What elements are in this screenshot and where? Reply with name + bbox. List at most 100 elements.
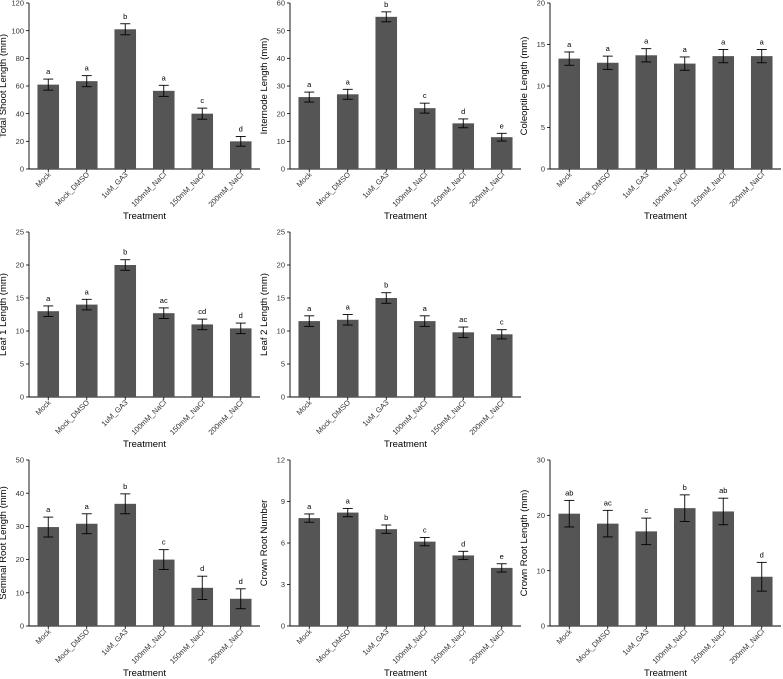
x-tick-label: 200mM_NaCl: [206, 170, 245, 209]
y-tick-label: 3: [281, 580, 285, 589]
y-tick-label: 50: [16, 456, 24, 465]
x-tick-label: Mock: [555, 170, 574, 189]
significance-letter: a: [721, 37, 726, 46]
x-tick-label: 100mM_NaCl: [129, 170, 168, 209]
significance-letter: c: [200, 96, 204, 105]
x-tick-label: 1uM_GA3: [360, 627, 390, 657]
significance-letter: d: [461, 107, 465, 116]
y-tick-label: 50: [277, 26, 285, 35]
significance-letter: a: [307, 502, 312, 511]
y-tick-label: 10: [16, 588, 24, 597]
bar: [152, 90, 175, 169]
bar: [452, 123, 475, 169]
significance-letter: d: [461, 539, 465, 548]
significance-letter: a: [346, 496, 351, 505]
y-tick-label: 40: [277, 54, 285, 63]
y-tick-label: 15: [16, 294, 24, 303]
y-tick-label: 0: [281, 622, 285, 631]
chart-panel-6: 0 10 20 30 40 50 a Mock a Mock_DMSO b 1uM_GA3 c 100mM…: [0, 456, 260, 679]
bar: [37, 527, 60, 626]
y-axis-title: Internode Length (mm): [259, 38, 270, 135]
bar: [490, 334, 513, 397]
x-tick-label: 100mM_NaCl: [650, 170, 689, 209]
x-tick-label: 1uM_GA3: [360, 398, 390, 428]
x-tick-label: 1uM_GA3: [360, 170, 390, 200]
y-tick-label: 60: [16, 82, 24, 91]
significance-letter: a: [567, 40, 572, 49]
x-tick-label: 200mM_NaCl: [727, 170, 766, 209]
significance-letter: b: [683, 483, 687, 492]
x-tick-label: 100mM_NaCl: [129, 398, 168, 437]
chart-panel-5: 0 5 10 15 20 25 a Mock a Mock_DMSO b 1uM_GA3 a 100mM_…: [259, 228, 521, 450]
x-tick-label: Mock_DMSO: [314, 398, 352, 436]
significance-letter: e: [500, 121, 504, 130]
significance-letter: b: [123, 482, 127, 491]
y-axis-title: Crown Root Number: [259, 500, 270, 587]
x-tick-label: Mock: [34, 170, 53, 189]
bar: [452, 555, 475, 626]
bar: [558, 58, 581, 169]
x-tick-label: Mock_DMSO: [314, 170, 352, 208]
x-axis-title: Treatment: [123, 439, 166, 450]
y-tick-label: 0: [541, 622, 545, 631]
x-tick-label: 150mM_NaCl: [689, 627, 728, 666]
bar: [229, 141, 252, 169]
significance-letter: a: [307, 80, 312, 89]
significance-letter: ac: [604, 498, 612, 507]
y-axis-title: Crown Root Length (mm): [519, 490, 530, 597]
x-tick-label: 100mM_NaCl: [390, 170, 429, 209]
bar: [37, 84, 60, 169]
x-tick-label: Mock: [34, 627, 53, 646]
bar: [75, 523, 98, 626]
significance-letter: ac: [459, 315, 467, 324]
chart-panel-4: 0 5 10 15 20 25 a Mock a Mock_DMSO b 1uM_GA3 ac 100mM…: [0, 228, 260, 450]
significance-letter: b: [384, 281, 388, 290]
x-tick-label: 1uM_GA3: [620, 627, 650, 657]
x-axis-title: Treatment: [123, 211, 166, 222]
y-tick-label: 60: [277, 0, 285, 8]
bar: [114, 265, 137, 397]
bar: [452, 332, 475, 397]
significance-letter: c: [500, 318, 504, 327]
x-axis-title: Treatment: [384, 211, 427, 222]
significance-letter: c: [162, 538, 166, 547]
significance-letter: c: [423, 525, 427, 534]
y-tick-label: 5: [541, 123, 545, 132]
x-tick-label: 200mM_NaCl: [467, 170, 506, 209]
y-axis-title: Leaf 2 Length (mm): [259, 273, 270, 356]
bar: [336, 94, 359, 169]
significance-letter: a: [606, 44, 611, 53]
significance-letter: d: [239, 311, 243, 320]
y-tick-label: 40: [16, 489, 24, 498]
x-tick-label: Mock: [34, 398, 53, 417]
bar: [490, 137, 513, 169]
significance-letter: a: [46, 67, 51, 76]
significance-letter: a: [162, 73, 167, 82]
y-tick-label: 30: [537, 456, 545, 465]
x-tick-label: Mock: [295, 398, 314, 417]
y-tick-label: 5: [281, 360, 285, 369]
x-axis-title: Treatment: [384, 668, 427, 679]
x-tick-label: 1uM_GA3: [620, 170, 650, 200]
bar: [114, 29, 137, 170]
bar: [596, 523, 619, 626]
x-tick-label: 150mM_NaCl: [168, 627, 207, 666]
y-tick-label: 15: [277, 294, 285, 303]
x-tick-label: 1uM_GA3: [99, 398, 129, 428]
bar: [37, 311, 60, 397]
x-tick-label: 1uM_GA3: [99, 627, 129, 657]
bar: [635, 55, 658, 169]
x-tick-label: 150mM_NaCl: [429, 627, 468, 666]
y-tick-label: 10: [277, 137, 285, 146]
bar: [490, 567, 513, 626]
significance-letter: a: [46, 505, 51, 514]
significance-letter: a: [85, 502, 90, 511]
x-tick-label: 200mM_NaCl: [467, 398, 506, 437]
significance-letter: a: [760, 37, 765, 46]
x-tick-label: 100mM_NaCl: [390, 398, 429, 437]
bar: [413, 108, 436, 169]
significance-letter: a: [46, 294, 51, 303]
x-tick-label: Mock: [295, 627, 314, 646]
significance-letter: ab: [719, 486, 727, 495]
